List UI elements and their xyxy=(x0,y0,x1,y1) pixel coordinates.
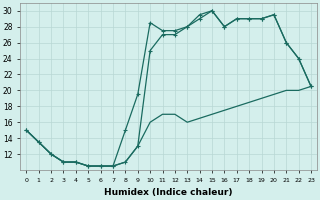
X-axis label: Humidex (Indice chaleur): Humidex (Indice chaleur) xyxy=(104,188,233,197)
